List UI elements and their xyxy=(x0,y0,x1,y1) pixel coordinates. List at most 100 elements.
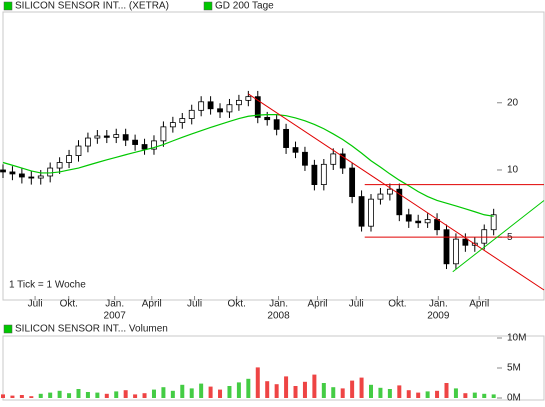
volume-bar xyxy=(453,388,458,398)
candle-body xyxy=(85,137,91,147)
volume-bar xyxy=(274,384,279,398)
volume-bar xyxy=(123,390,128,398)
candle-body xyxy=(292,147,299,153)
candle-body xyxy=(103,135,110,138)
volume-bar xyxy=(255,367,260,398)
volume-bar xyxy=(350,380,355,398)
volume-bar xyxy=(208,386,213,398)
volume-frame xyxy=(2,335,545,401)
x-tick-label: Jan. xyxy=(269,299,288,310)
volume-bar xyxy=(387,389,392,398)
candle-body xyxy=(462,238,469,246)
volume-bar xyxy=(227,386,232,398)
candle-body xyxy=(245,96,252,101)
volume-bar xyxy=(397,385,402,398)
volume-bar xyxy=(482,393,487,398)
volume-bar xyxy=(85,392,90,398)
candle-body xyxy=(490,214,497,231)
candle-body xyxy=(386,188,393,195)
x-tick-label: April xyxy=(308,299,328,310)
volume-bar xyxy=(38,393,43,398)
volume-bar xyxy=(218,389,223,398)
candle-body xyxy=(94,135,101,139)
candle-body xyxy=(481,229,488,244)
volume-bar xyxy=(1,394,5,398)
volume-bar xyxy=(321,383,326,398)
volume-bar xyxy=(104,393,109,398)
year-label: 2008 xyxy=(267,311,290,322)
candle-body xyxy=(66,155,72,163)
candle-body xyxy=(47,167,54,177)
candle-body xyxy=(283,128,289,148)
candle-body xyxy=(434,219,440,231)
candle-body xyxy=(443,229,450,265)
candle-body xyxy=(179,118,186,124)
year-label: 2009 xyxy=(427,311,450,322)
volume-bar xyxy=(76,389,81,398)
legend-swatch xyxy=(3,324,13,334)
candle-body xyxy=(339,153,346,169)
volume-bar xyxy=(340,388,345,398)
y-tick-label: 0M xyxy=(507,393,521,404)
legend-label: GD 200 Tage xyxy=(215,1,274,12)
candle-body xyxy=(151,140,157,150)
volume-bar xyxy=(170,390,175,398)
candle-body xyxy=(37,175,44,179)
candle-body xyxy=(236,99,242,106)
candle-body xyxy=(358,196,365,227)
candle-body xyxy=(113,134,120,138)
candle-body xyxy=(405,214,412,222)
candle-body xyxy=(320,163,327,185)
volume-bar xyxy=(161,387,166,398)
volume-bar xyxy=(284,376,289,398)
candle-body xyxy=(141,144,148,150)
volume-bar xyxy=(369,384,374,398)
x-tick-label: Okt. xyxy=(60,299,78,310)
volume-bar xyxy=(95,392,100,398)
trend-line xyxy=(452,200,545,273)
y-tick-label: 10 xyxy=(507,165,519,176)
candle-body xyxy=(160,126,167,142)
volume-bar xyxy=(378,387,383,398)
y-tick-label: 10M xyxy=(507,333,526,344)
volume-bar xyxy=(491,394,496,398)
candle-body xyxy=(188,109,195,119)
candle-body xyxy=(311,164,318,185)
volume-bar xyxy=(189,388,194,398)
x-tick-label: Okt. xyxy=(228,299,246,310)
legend-swatch xyxy=(203,1,213,11)
volume-bar xyxy=(435,390,440,398)
volume-bar xyxy=(151,389,156,398)
volume-bar xyxy=(142,393,147,398)
volume-bar xyxy=(331,387,336,398)
year-label: 2007 xyxy=(104,311,127,322)
candle-body xyxy=(254,96,261,118)
candle-body xyxy=(0,169,6,173)
candle-body xyxy=(217,108,223,113)
volume-bar xyxy=(199,383,204,398)
candle-body xyxy=(273,119,280,130)
candle-body xyxy=(75,145,82,156)
y-tick-label: 20 xyxy=(507,97,519,108)
volume-bar xyxy=(444,383,449,398)
candle-body xyxy=(132,139,139,145)
legend-label: SILICON SENSOR INT... Volumen xyxy=(15,324,168,335)
candle-body xyxy=(415,220,422,224)
x-tick-label: Juli xyxy=(28,299,43,310)
volume-bar xyxy=(57,390,62,398)
candle-body xyxy=(424,219,431,224)
volume-bar xyxy=(472,392,477,398)
candle-body xyxy=(349,167,356,197)
volume-bar xyxy=(425,391,430,398)
volume-bar xyxy=(293,386,298,398)
volume-bar xyxy=(359,377,364,398)
x-tick-label: Jan. xyxy=(429,299,448,310)
candle-body xyxy=(330,153,337,165)
candle-body xyxy=(368,198,374,227)
price-frame xyxy=(2,11,545,301)
x-tick-label: Juli xyxy=(349,299,364,310)
volume-bar xyxy=(114,391,119,398)
legend-label: SILICON SENSOR INT... (XETRA) xyxy=(15,1,169,12)
x-tick-label: April xyxy=(469,299,489,310)
